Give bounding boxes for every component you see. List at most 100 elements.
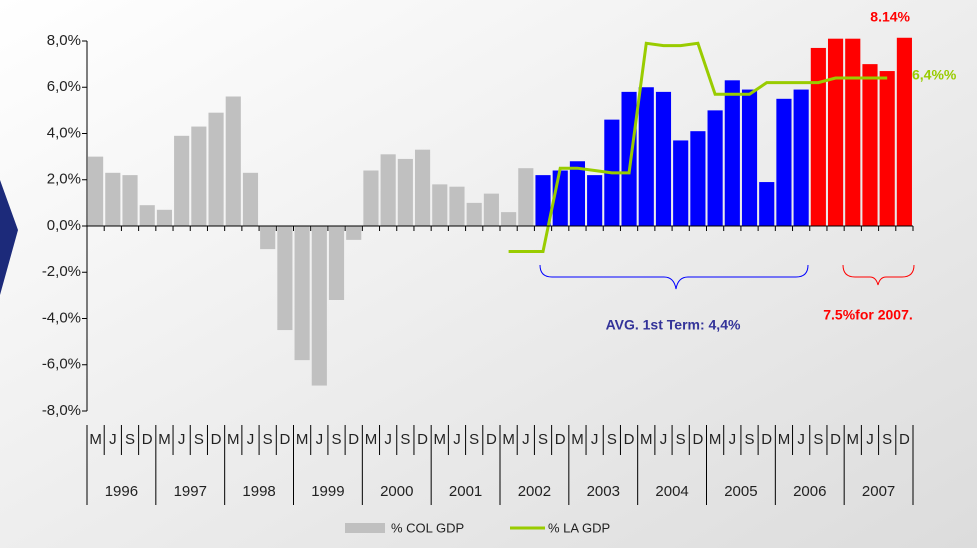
x-tick-label: D: [761, 431, 772, 448]
y-tick-label: -2,0%: [42, 263, 81, 280]
year-label: 2005: [724, 483, 757, 500]
annotation: 8.14%: [870, 9, 910, 25]
bar: [845, 38, 861, 226]
bar: [328, 226, 345, 300]
year-label: 2002: [518, 483, 551, 500]
x-tick-label: M: [296, 431, 309, 448]
x-tick-label: S: [882, 431, 892, 448]
legend-label: % LA GDP: [548, 520, 610, 535]
bar: [242, 172, 259, 226]
brace: [842, 264, 915, 286]
bar: [122, 175, 138, 226]
x-tick-label: D: [417, 431, 428, 448]
x-tick-label: M: [709, 431, 722, 448]
year-label: 2000: [380, 483, 413, 500]
x-tick-label: J: [109, 431, 117, 448]
annotation: AVG. 1st Term: 4,4%: [606, 317, 741, 333]
bar: [346, 226, 362, 240]
x-tick-label: M: [640, 431, 653, 448]
bar: [827, 38, 844, 226]
bar: [363, 170, 379, 226]
x-tick-label: D: [279, 431, 290, 448]
x-tick-label: M: [434, 431, 447, 448]
year-label: 2004: [655, 483, 688, 500]
bar: [466, 202, 482, 226]
x-tick-label: D: [486, 431, 497, 448]
bar: [810, 47, 826, 226]
x-tick-label: M: [158, 431, 171, 448]
x-tick-label: S: [813, 431, 823, 448]
legend-swatch: [345, 523, 385, 533]
x-tick-label: J: [660, 431, 668, 448]
brace: [539, 264, 809, 290]
x-tick-label: D: [555, 431, 566, 448]
bar: [260, 226, 276, 250]
x-tick-label: J: [591, 431, 599, 448]
bar: [105, 172, 121, 226]
x-tick-label: M: [227, 431, 240, 448]
y-tick-label: 8,0%: [47, 32, 81, 49]
bar: [621, 91, 637, 226]
y-tick-label: 6,0%: [47, 78, 81, 95]
bar: [879, 71, 895, 226]
x-tick-label: J: [384, 431, 392, 448]
bar: [380, 154, 396, 226]
bar: [724, 80, 740, 226]
bar: [311, 226, 327, 386]
bar: [690, 131, 706, 226]
x-tick-label: M: [365, 431, 378, 448]
x-tick-label: S: [125, 431, 135, 448]
x-tick-label: M: [778, 431, 791, 448]
x-tick-label: J: [522, 431, 530, 448]
x-tick-label: D: [211, 431, 222, 448]
x-tick-label: S: [607, 431, 617, 448]
bar: [432, 184, 448, 226]
x-tick-label: M: [502, 431, 515, 448]
x-tick-label: J: [247, 431, 255, 448]
x-tick-label: J: [729, 431, 737, 448]
side-arrow: [0, 180, 18, 295]
bar: [569, 161, 586, 226]
bar: [294, 226, 310, 361]
bar: [501, 212, 517, 226]
bar: [793, 89, 809, 226]
x-tick-label: S: [400, 431, 410, 448]
year-label: 2003: [587, 483, 620, 500]
bar: [896, 37, 912, 227]
bar: [707, 110, 723, 226]
x-tick-label: M: [571, 431, 584, 448]
x-tick-label: D: [692, 431, 703, 448]
bar: [776, 98, 792, 226]
bar: [449, 186, 465, 226]
x-tick-label: J: [866, 431, 874, 448]
annotation: 7.5%for 2007.: [823, 307, 913, 323]
year-label: 1999: [311, 483, 344, 500]
bar: [587, 175, 603, 226]
bar: [759, 182, 775, 226]
x-tick-label: S: [263, 431, 273, 448]
year-label: 1996: [105, 483, 138, 500]
x-tick-label: J: [797, 431, 805, 448]
x-tick-label: D: [830, 431, 841, 448]
bar: [673, 140, 689, 226]
y-tick-label: 2,0%: [47, 171, 81, 188]
bar: [156, 209, 173, 226]
x-tick-label: M: [89, 431, 102, 448]
bar: [277, 226, 293, 331]
bar: [208, 112, 224, 226]
x-tick-label: M: [847, 431, 860, 448]
bar: [535, 175, 551, 226]
y-tick-label: -6,0%: [42, 356, 81, 373]
line: [508, 41, 888, 253]
x-tick-label: D: [899, 431, 910, 448]
bar: [191, 126, 207, 226]
bar: [741, 89, 758, 226]
x-tick-label: S: [469, 431, 479, 448]
bar: [139, 205, 155, 226]
bar: [518, 168, 534, 226]
y-tick-label: 4,0%: [47, 124, 81, 141]
x-tick-label: D: [142, 431, 153, 448]
y-tick-label: 0,0%: [47, 217, 81, 234]
bar: [88, 156, 104, 226]
year-label: 1998: [242, 483, 275, 500]
